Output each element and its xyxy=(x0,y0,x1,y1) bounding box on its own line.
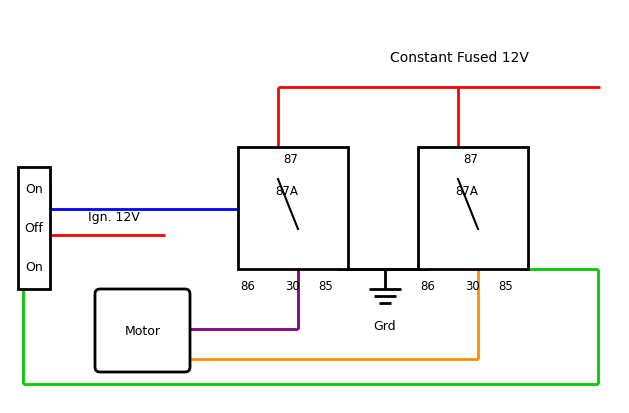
Bar xyxy=(18,168,50,289)
Bar xyxy=(238,147,348,269)
Text: 87: 87 xyxy=(283,153,298,166)
Text: 85: 85 xyxy=(498,279,513,292)
Text: Constant Fused 12V: Constant Fused 12V xyxy=(390,51,529,65)
Text: 86: 86 xyxy=(420,279,435,292)
Text: Motor: Motor xyxy=(125,324,160,337)
Text: Ign. 12V: Ign. 12V xyxy=(88,211,140,223)
Text: On: On xyxy=(25,183,43,196)
Text: 85: 85 xyxy=(318,279,333,292)
Text: 30: 30 xyxy=(286,279,301,292)
Text: 87A: 87A xyxy=(455,185,478,198)
FancyBboxPatch shape xyxy=(95,289,190,372)
Text: Grd: Grd xyxy=(374,319,396,332)
Bar xyxy=(418,147,528,269)
Text: 87A: 87A xyxy=(275,185,298,198)
Text: Off: Off xyxy=(25,222,43,235)
Text: 86: 86 xyxy=(240,279,255,292)
Text: 30: 30 xyxy=(465,279,481,292)
Text: 87: 87 xyxy=(463,153,478,166)
Text: On: On xyxy=(25,261,43,274)
